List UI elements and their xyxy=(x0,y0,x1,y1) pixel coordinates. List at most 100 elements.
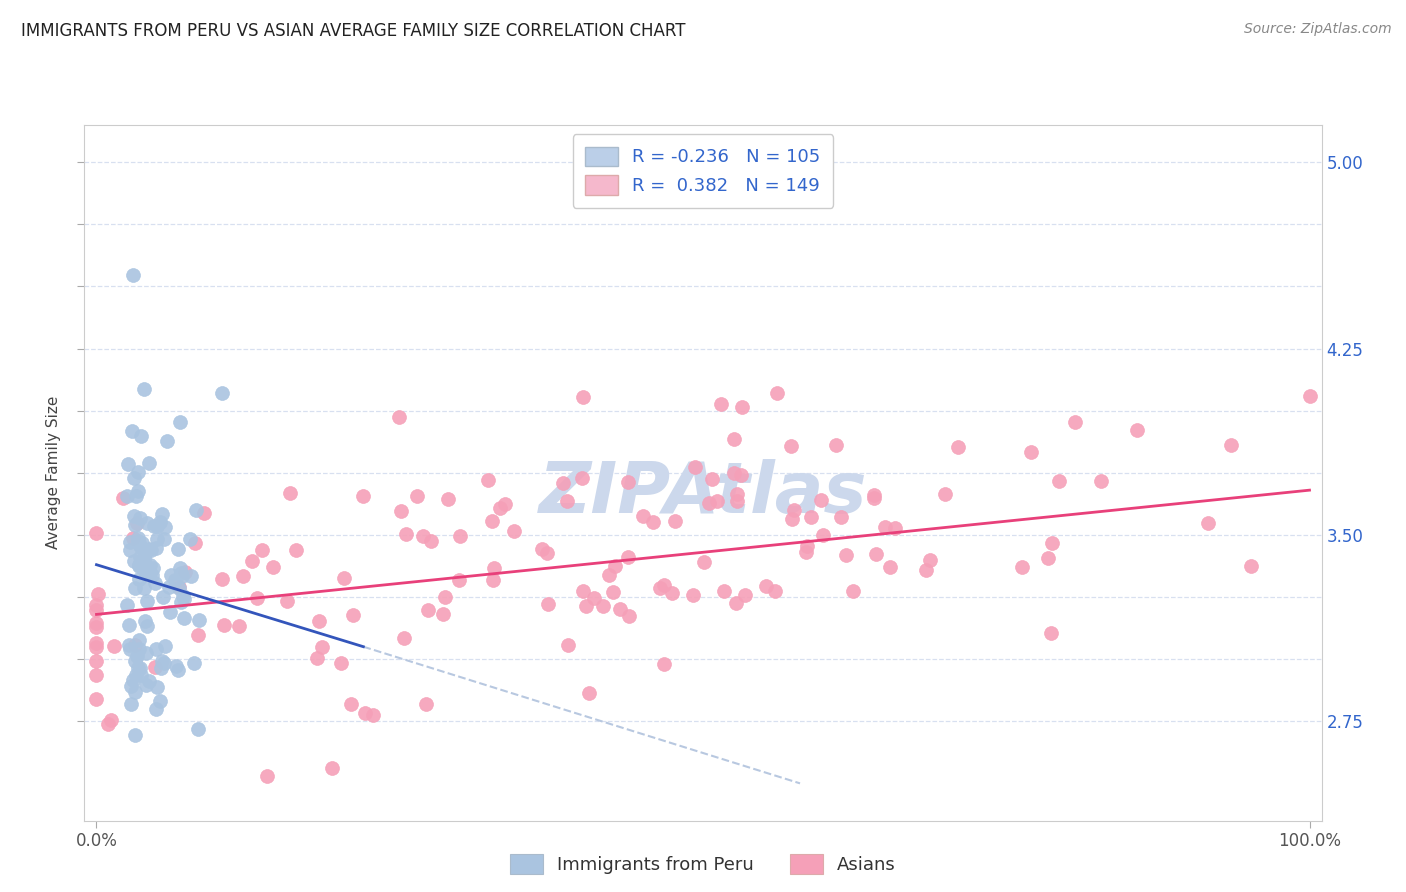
Point xyxy=(132,581,155,595)
Point xyxy=(172,589,194,603)
Point xyxy=(122,673,145,687)
Point xyxy=(643,515,665,529)
Point xyxy=(120,679,142,693)
Point xyxy=(124,668,146,682)
Point xyxy=(122,509,145,524)
Point xyxy=(212,618,235,632)
Point xyxy=(145,541,167,555)
Point xyxy=(915,563,938,577)
Point xyxy=(139,566,162,580)
Point xyxy=(842,583,865,598)
Point xyxy=(617,609,640,624)
Point xyxy=(124,518,146,533)
Point xyxy=(86,654,108,668)
Point xyxy=(128,559,150,574)
Point xyxy=(946,440,969,454)
Point xyxy=(149,660,172,674)
Point xyxy=(128,535,150,549)
Point xyxy=(354,706,377,720)
Point xyxy=(120,543,142,558)
Point xyxy=(138,674,160,689)
Text: ZIPAtlas: ZIPAtlas xyxy=(538,459,868,528)
Point xyxy=(134,614,156,628)
Point xyxy=(731,400,754,414)
Point xyxy=(86,640,108,655)
Point xyxy=(1019,444,1042,458)
Point xyxy=(117,458,139,472)
Point xyxy=(121,424,143,438)
Point xyxy=(697,495,720,509)
Point xyxy=(129,549,152,564)
Point xyxy=(652,577,675,591)
Point xyxy=(120,697,142,711)
Point xyxy=(609,602,631,616)
Point xyxy=(482,561,505,575)
Point xyxy=(308,615,330,629)
Point xyxy=(557,639,579,653)
Point xyxy=(725,486,748,500)
Point xyxy=(165,658,187,673)
Point xyxy=(434,590,457,604)
Point xyxy=(145,702,167,716)
Point xyxy=(169,566,191,580)
Point xyxy=(682,588,704,602)
Point xyxy=(167,581,190,595)
Point xyxy=(1040,626,1063,640)
Point xyxy=(1036,550,1059,565)
Point xyxy=(723,466,745,480)
Point xyxy=(139,558,162,572)
Point xyxy=(262,560,284,574)
Point xyxy=(121,531,143,545)
Point xyxy=(363,708,385,723)
Point xyxy=(245,591,267,605)
Point xyxy=(186,503,208,517)
Point xyxy=(863,487,886,501)
Point xyxy=(143,576,166,591)
Point xyxy=(211,572,233,586)
Point xyxy=(780,512,803,526)
Point xyxy=(129,668,152,682)
Point xyxy=(103,639,125,653)
Point xyxy=(128,633,150,648)
Point xyxy=(342,607,364,622)
Point xyxy=(211,385,233,400)
Point xyxy=(127,465,149,479)
Point xyxy=(135,618,157,632)
Point xyxy=(710,397,733,411)
Point xyxy=(136,516,159,530)
Point xyxy=(800,509,823,524)
Point xyxy=(865,547,887,561)
Point xyxy=(1063,415,1085,429)
Point xyxy=(125,516,148,531)
Point xyxy=(128,539,150,553)
Point xyxy=(432,607,454,622)
Point xyxy=(127,661,149,675)
Point xyxy=(153,532,176,546)
Point xyxy=(128,572,150,586)
Point xyxy=(187,628,209,642)
Point xyxy=(129,511,152,525)
Point xyxy=(145,641,167,656)
Point xyxy=(555,494,578,508)
Point xyxy=(86,598,108,612)
Point xyxy=(118,641,141,656)
Point xyxy=(145,532,167,546)
Point xyxy=(183,656,205,670)
Point xyxy=(405,489,427,503)
Point xyxy=(333,571,356,585)
Point xyxy=(111,491,134,506)
Point xyxy=(135,677,157,691)
Point xyxy=(86,668,108,682)
Point xyxy=(810,492,832,507)
Point xyxy=(86,615,108,630)
Point xyxy=(934,487,956,501)
Point xyxy=(124,728,146,742)
Point xyxy=(389,504,412,518)
Point xyxy=(693,555,716,569)
Point xyxy=(592,599,614,614)
Point xyxy=(307,651,329,665)
Point xyxy=(575,599,598,613)
Point xyxy=(169,415,191,429)
Point xyxy=(132,550,155,565)
Point xyxy=(135,594,157,608)
